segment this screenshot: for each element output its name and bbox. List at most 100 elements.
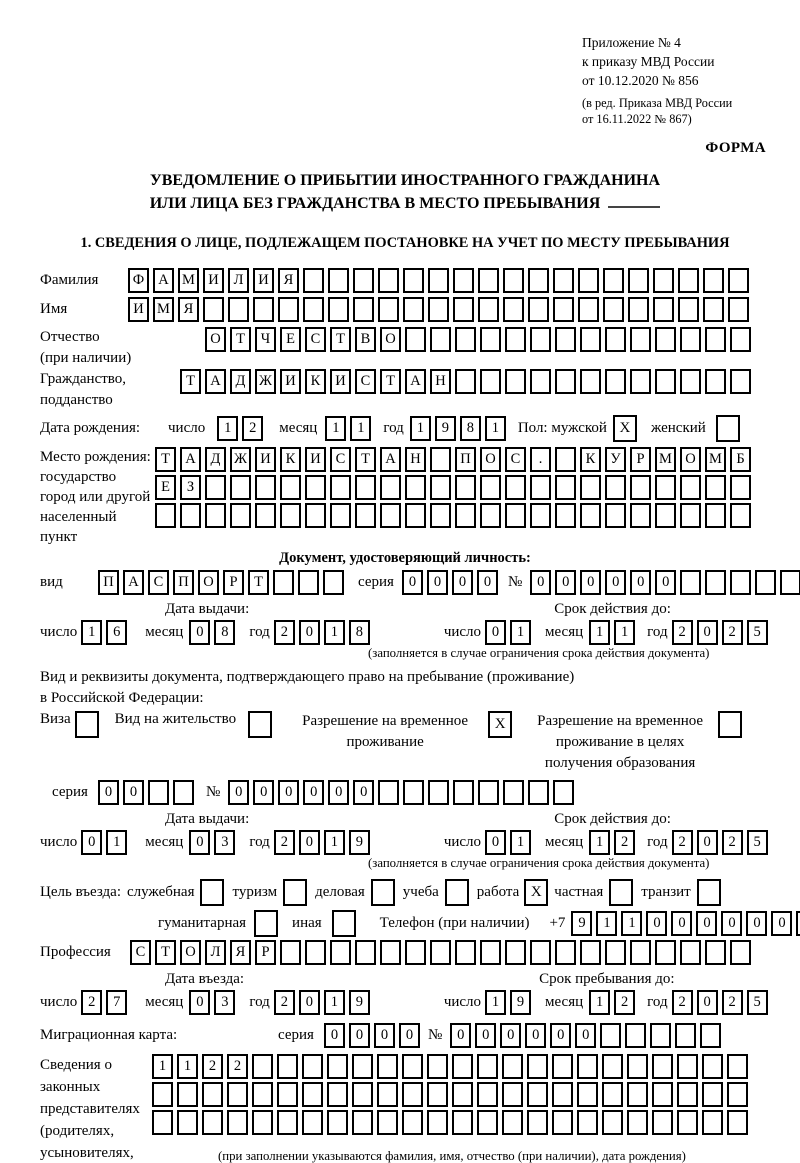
char-cell[interactable] — [555, 940, 576, 966]
char-cell[interactable] — [502, 1082, 523, 1108]
char-cell[interactable] — [430, 475, 451, 501]
char-cell[interactable]: 2 — [614, 830, 636, 856]
char-cell[interactable] — [330, 475, 351, 501]
char-cell[interactable] — [428, 780, 450, 806]
char-cell[interactable] — [655, 475, 676, 501]
char-cell[interactable] — [202, 1110, 223, 1136]
char-cell[interactable]: 0 — [525, 1023, 547, 1049]
char-cell[interactable]: 0 — [605, 570, 627, 596]
char-cell[interactable] — [378, 268, 399, 294]
char-cell[interactable]: 1 — [323, 990, 345, 1016]
char-cell[interactable]: О — [180, 940, 201, 966]
char-cell[interactable] — [430, 503, 451, 529]
char-cell[interactable]: З — [180, 475, 201, 501]
char-cell[interactable] — [705, 570, 727, 596]
char-cell[interactable]: 0 — [485, 830, 507, 856]
char-cell[interactable]: Я — [178, 297, 199, 323]
char-cell[interactable] — [480, 503, 501, 529]
char-cell[interactable] — [680, 327, 701, 353]
char-cell[interactable]: 2 — [273, 620, 295, 646]
char-cell[interactable] — [730, 327, 751, 353]
char-cell[interactable]: 8 — [459, 416, 481, 442]
char-cell[interactable]: 0 — [575, 1023, 597, 1049]
char-cell[interactable] — [555, 327, 576, 353]
purpose-business-checkbox[interactable] — [370, 879, 395, 907]
char-cell[interactable]: 0 — [580, 570, 602, 596]
char-cell[interactable]: 0 — [555, 570, 577, 596]
char-cell[interactable]: 0 — [696, 911, 718, 937]
char-cell[interactable] — [580, 475, 601, 501]
char-cell[interactable] — [303, 297, 324, 323]
char-cell[interactable] — [602, 1054, 623, 1080]
char-cell[interactable] — [727, 1110, 748, 1136]
char-cell[interactable]: 2 — [81, 990, 103, 1016]
char-cell[interactable]: 0 — [298, 990, 320, 1016]
char-cell[interactable] — [452, 1110, 473, 1136]
char-cell[interactable] — [403, 297, 424, 323]
char-cell[interactable]: И — [253, 268, 274, 294]
char-cell[interactable]: С — [505, 447, 526, 473]
char-cell[interactable] — [253, 297, 274, 323]
char-cell[interactable] — [503, 297, 524, 323]
char-cell[interactable] — [625, 1023, 647, 1049]
char-cell[interactable] — [630, 940, 651, 966]
char-cell[interactable]: 0 — [97, 780, 119, 806]
char-cell[interactable]: Д — [205, 447, 226, 473]
char-cell[interactable]: Л — [205, 940, 226, 966]
char-cell[interactable] — [427, 1082, 448, 1108]
char-cell[interactable]: 1 — [323, 620, 345, 646]
char-cell[interactable]: 0 — [353, 780, 375, 806]
char-cell[interactable] — [702, 1054, 723, 1080]
char-cell[interactable] — [655, 369, 676, 395]
char-cell[interactable]: 2 — [202, 1054, 223, 1080]
char-cell[interactable] — [355, 475, 376, 501]
char-cell[interactable]: 0 — [771, 911, 793, 937]
char-cell[interactable]: 0 — [451, 570, 473, 596]
char-cell[interactable]: 0 — [696, 830, 718, 856]
char-cell[interactable]: И — [203, 268, 224, 294]
sex-male-checkbox[interactable]: X — [612, 415, 637, 443]
char-cell[interactable] — [602, 1110, 623, 1136]
char-cell[interactable] — [252, 1082, 273, 1108]
char-cell[interactable] — [380, 475, 401, 501]
char-cell[interactable] — [402, 1054, 423, 1080]
char-cell[interactable] — [480, 369, 501, 395]
char-cell[interactable]: Т — [380, 369, 401, 395]
char-cell[interactable] — [298, 570, 319, 596]
char-cell[interactable] — [455, 503, 476, 529]
char-cell[interactable] — [627, 1082, 648, 1108]
char-cell[interactable] — [527, 1082, 548, 1108]
char-cell[interactable] — [505, 327, 526, 353]
char-cell[interactable]: 9 — [510, 990, 532, 1016]
char-cell[interactable] — [452, 1054, 473, 1080]
char-cell[interactable] — [552, 1110, 573, 1136]
char-cell[interactable]: 0 — [671, 911, 693, 937]
char-cell[interactable] — [600, 1023, 622, 1049]
char-cell[interactable] — [353, 268, 374, 294]
char-cell[interactable]: 0 — [253, 780, 275, 806]
char-cell[interactable] — [177, 1110, 198, 1136]
char-cell[interactable]: 1 — [614, 620, 636, 646]
char-cell[interactable]: 0 — [303, 780, 325, 806]
char-cell[interactable] — [380, 940, 401, 966]
char-cell[interactable] — [402, 1082, 423, 1108]
char-cell[interactable]: 1 — [484, 416, 506, 442]
char-cell[interactable] — [602, 1082, 623, 1108]
char-cell[interactable] — [730, 570, 752, 596]
char-cell[interactable]: 0 — [278, 780, 300, 806]
char-cell[interactable] — [453, 780, 475, 806]
char-cell[interactable] — [255, 503, 276, 529]
char-cell[interactable]: О — [480, 447, 501, 473]
char-cell[interactable] — [552, 1082, 573, 1108]
char-cell[interactable] — [705, 369, 726, 395]
char-cell[interactable] — [605, 369, 626, 395]
char-cell[interactable] — [530, 327, 551, 353]
char-cell[interactable] — [503, 268, 524, 294]
char-cell[interactable] — [627, 1054, 648, 1080]
char-cell[interactable]: О — [205, 327, 226, 353]
char-cell[interactable] — [327, 1082, 348, 1108]
char-cell[interactable] — [605, 940, 626, 966]
char-cell[interactable]: Д — [230, 369, 251, 395]
char-cell[interactable] — [328, 297, 349, 323]
char-cell[interactable] — [728, 268, 749, 294]
